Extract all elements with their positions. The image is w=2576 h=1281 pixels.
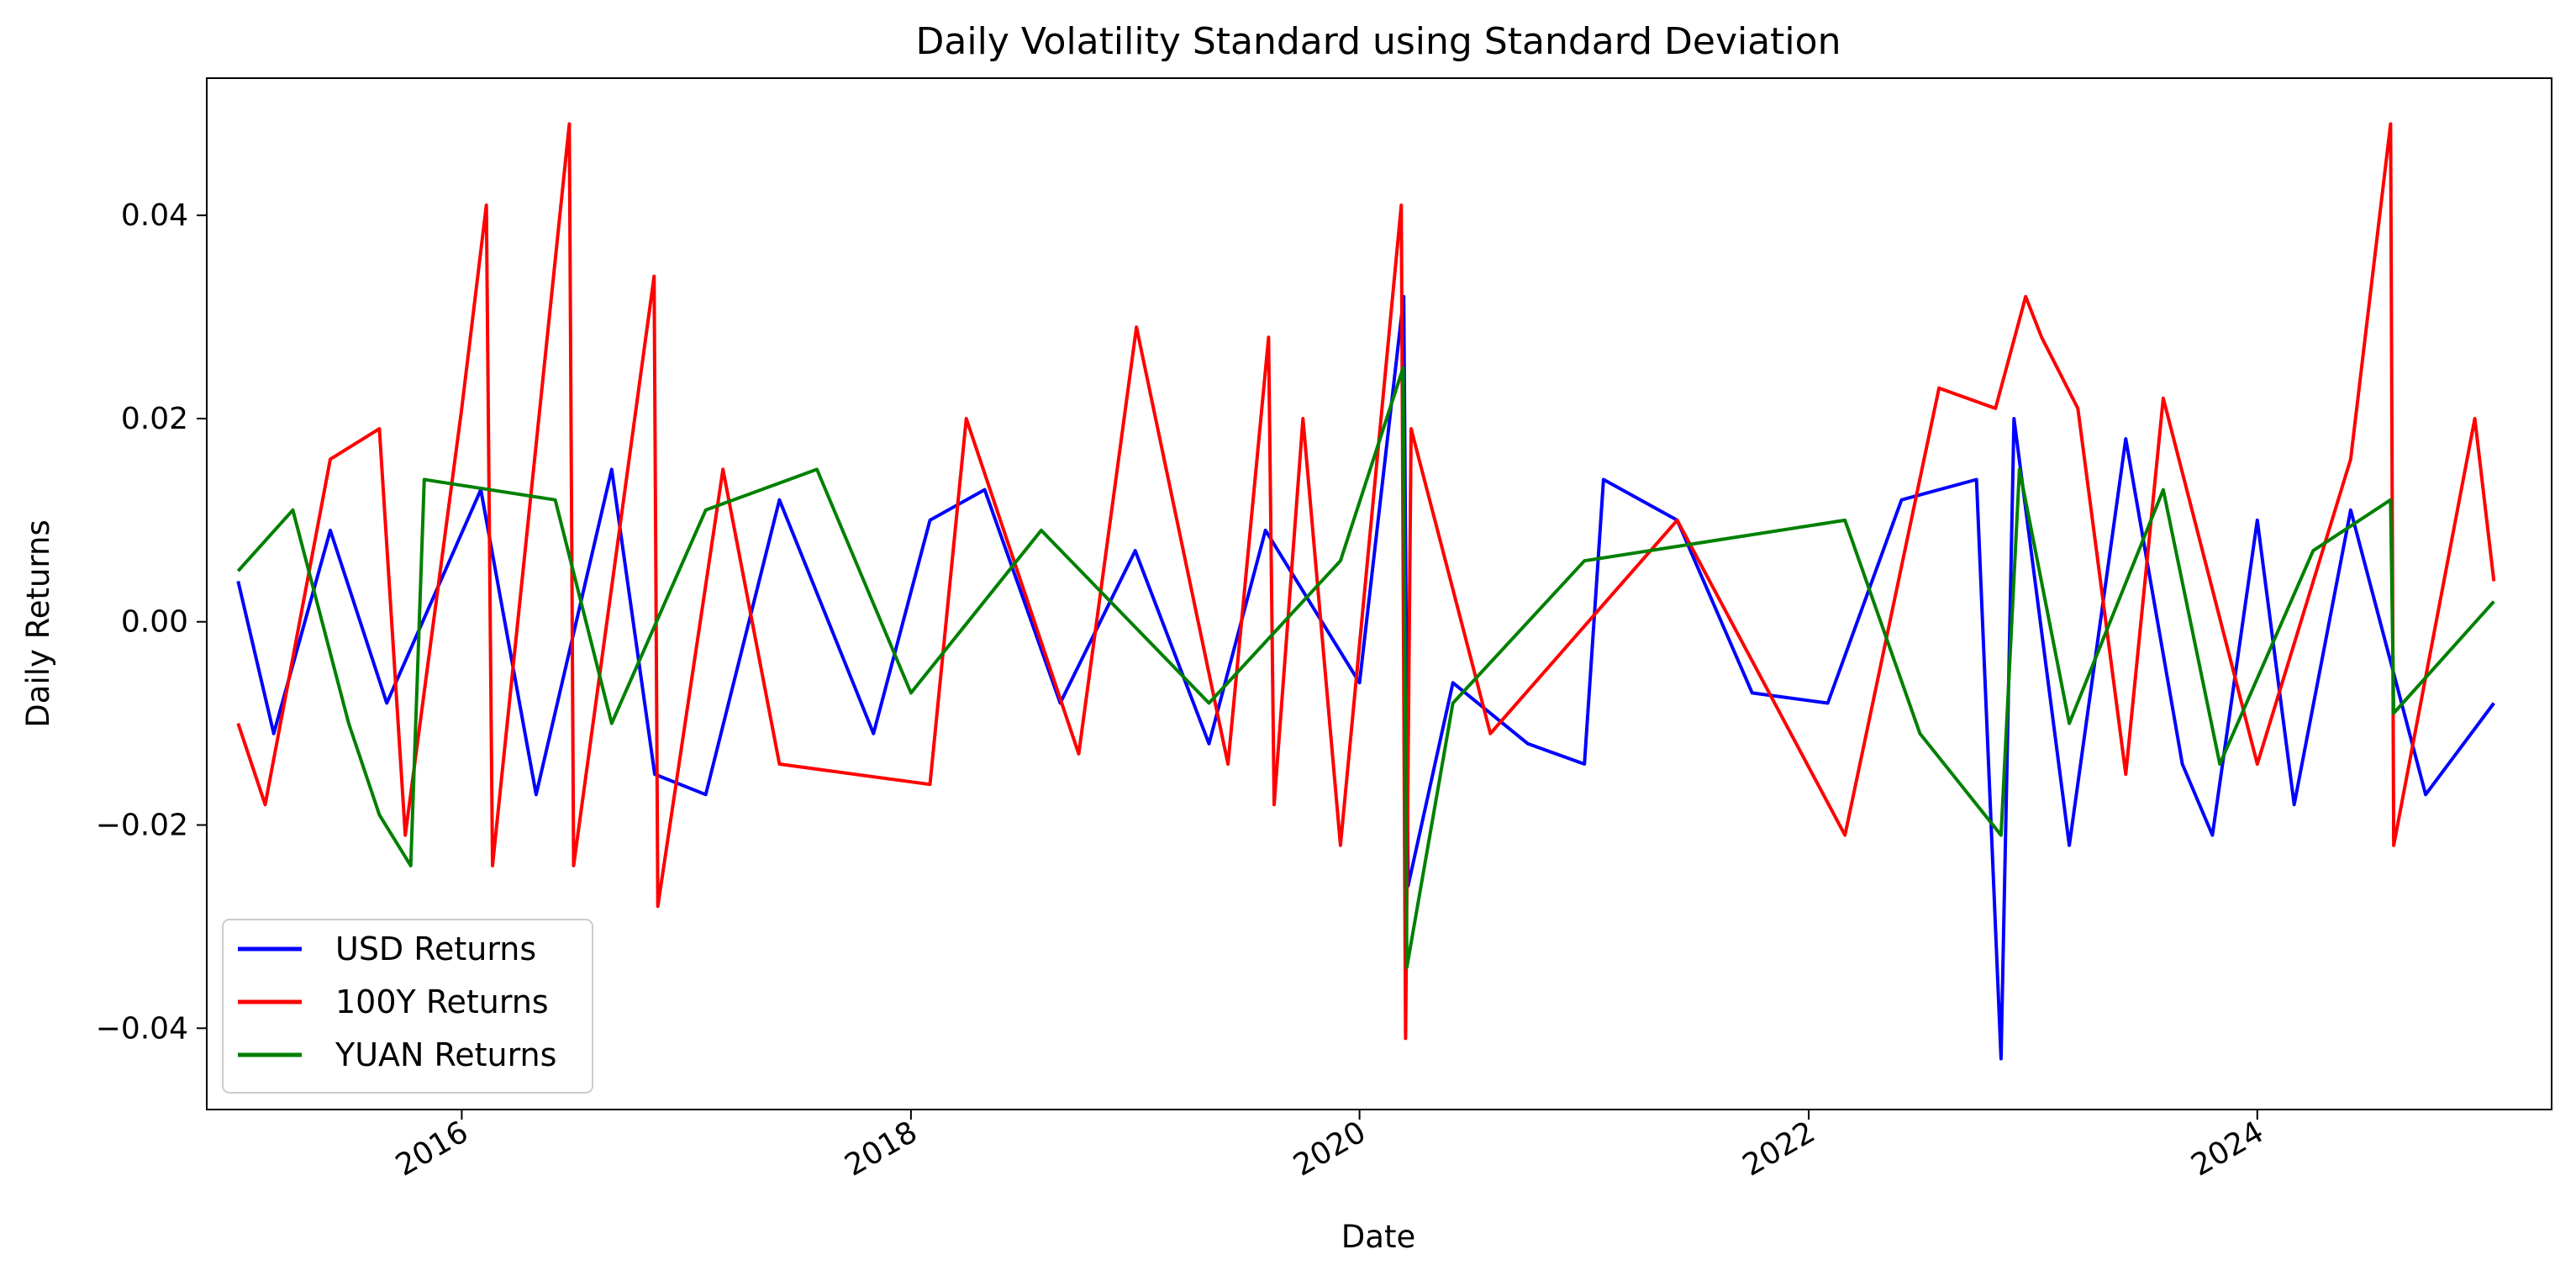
series-line-1: [236, 122, 2496, 1041]
series-line-0: [236, 294, 2495, 1061]
y-axis: −0.04 −0.02 0.00 0.02 0.04: [96, 198, 207, 1046]
x-axis-label: Date: [1341, 1219, 1415, 1255]
legend-label-0: USD Returns: [335, 930, 536, 967]
y-tick-label: 0.04: [121, 198, 188, 233]
x-tick-label: 2024: [2185, 1115, 2269, 1183]
series-line-2: [236, 366, 2495, 969]
y-axis-label: Daily Returns: [20, 519, 56, 727]
y-tick-label: −0.04: [96, 1011, 188, 1046]
legend-frame: [222, 919, 593, 1094]
x-tick-label: 2016: [390, 1115, 474, 1183]
legend-label-2: YUAN Returns: [335, 1036, 556, 1073]
chart-title: Daily Volatility Standard using Standard…: [916, 20, 1841, 63]
legend: USD Returns 100Y Returns YUAN Returns: [222, 919, 593, 1094]
y-tick-label: 0.00: [121, 605, 188, 640]
y-tick-label: 0.02: [121, 402, 188, 436]
legend-label-1: 100Y Returns: [335, 983, 549, 1020]
series-layer: [236, 122, 2496, 1061]
x-tick-label: 2020: [1288, 1115, 1372, 1183]
x-tick-label: 2022: [1737, 1115, 1821, 1183]
plot-area: [206, 77, 2552, 1110]
x-axis: 2016 2018 2020 2022 2024: [390, 1110, 2269, 1183]
x-tick-label: 2018: [840, 1115, 924, 1183]
y-tick-label: −0.02: [96, 809, 188, 843]
plot-frame: [206, 77, 2552, 1110]
